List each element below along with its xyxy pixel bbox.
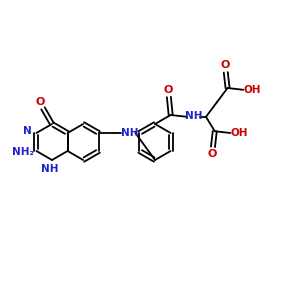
- Text: O: O: [163, 85, 172, 95]
- Text: OH: OH: [244, 85, 261, 95]
- Text: NH: NH: [185, 111, 202, 121]
- Text: OH: OH: [231, 128, 248, 138]
- Text: N: N: [23, 126, 32, 136]
- Text: NH₂: NH₂: [12, 147, 34, 157]
- Text: O: O: [207, 149, 217, 159]
- Text: NH: NH: [41, 164, 59, 174]
- Text: O: O: [35, 97, 45, 107]
- Text: O: O: [220, 60, 230, 70]
- Text: NH: NH: [121, 128, 138, 138]
